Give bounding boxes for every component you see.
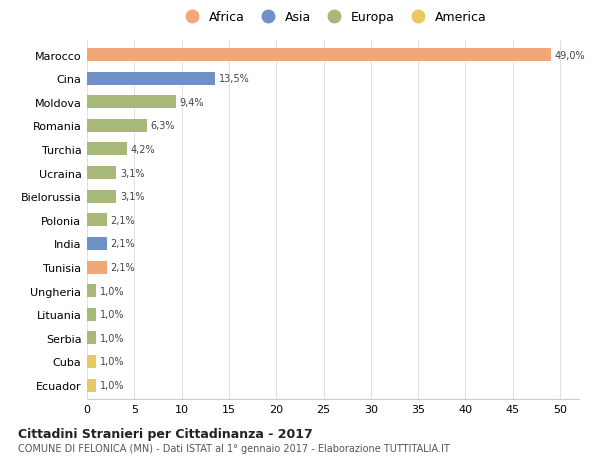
Bar bbox=[87, 379, 97, 392]
Bar bbox=[87, 96, 176, 109]
Bar bbox=[87, 73, 215, 85]
Bar bbox=[87, 190, 116, 203]
Text: 4,2%: 4,2% bbox=[131, 145, 155, 155]
Text: 3,1%: 3,1% bbox=[120, 168, 145, 178]
Bar bbox=[87, 308, 97, 321]
Bar bbox=[87, 331, 97, 345]
Bar bbox=[87, 214, 107, 227]
Text: 2,1%: 2,1% bbox=[110, 215, 135, 225]
Bar bbox=[87, 49, 551, 62]
Bar bbox=[87, 261, 107, 274]
Bar bbox=[87, 143, 127, 156]
Text: 1,0%: 1,0% bbox=[100, 286, 125, 296]
Text: 3,1%: 3,1% bbox=[120, 192, 145, 202]
Bar bbox=[87, 120, 146, 133]
Text: 6,3%: 6,3% bbox=[151, 121, 175, 131]
Text: COMUNE DI FELONICA (MN) - Dati ISTAT al 1° gennaio 2017 - Elaborazione TUTTITALI: COMUNE DI FELONICA (MN) - Dati ISTAT al … bbox=[18, 443, 450, 453]
Text: 9,4%: 9,4% bbox=[180, 98, 204, 107]
Text: 49,0%: 49,0% bbox=[554, 50, 585, 61]
Text: 2,1%: 2,1% bbox=[110, 263, 135, 273]
Text: 1,0%: 1,0% bbox=[100, 380, 125, 390]
Text: 1,0%: 1,0% bbox=[100, 309, 125, 319]
Bar bbox=[87, 285, 97, 297]
Text: 13,5%: 13,5% bbox=[218, 74, 249, 84]
Text: 1,0%: 1,0% bbox=[100, 357, 125, 367]
Legend: Africa, Asia, Europa, America: Africa, Asia, Europa, America bbox=[174, 6, 492, 29]
Text: 1,0%: 1,0% bbox=[100, 333, 125, 343]
Text: 2,1%: 2,1% bbox=[110, 239, 135, 249]
Bar bbox=[87, 355, 97, 368]
Text: Cittadini Stranieri per Cittadinanza - 2017: Cittadini Stranieri per Cittadinanza - 2… bbox=[18, 427, 313, 440]
Bar bbox=[87, 237, 107, 250]
Bar bbox=[87, 167, 116, 179]
